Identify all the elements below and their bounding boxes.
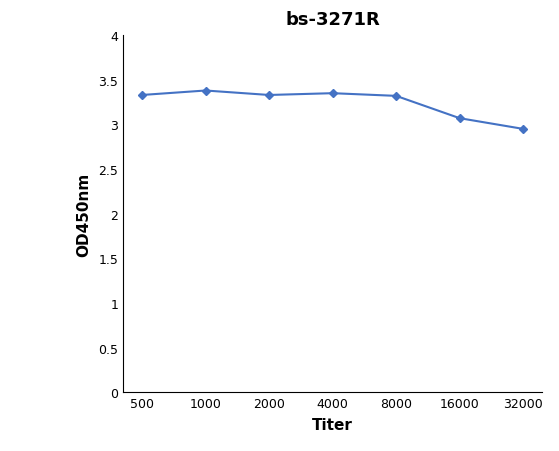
Y-axis label: OD450nm: OD450nm	[76, 172, 91, 256]
X-axis label: Titer: Titer	[312, 417, 353, 432]
Title: bs-3271R: bs-3271R	[285, 11, 380, 29]
